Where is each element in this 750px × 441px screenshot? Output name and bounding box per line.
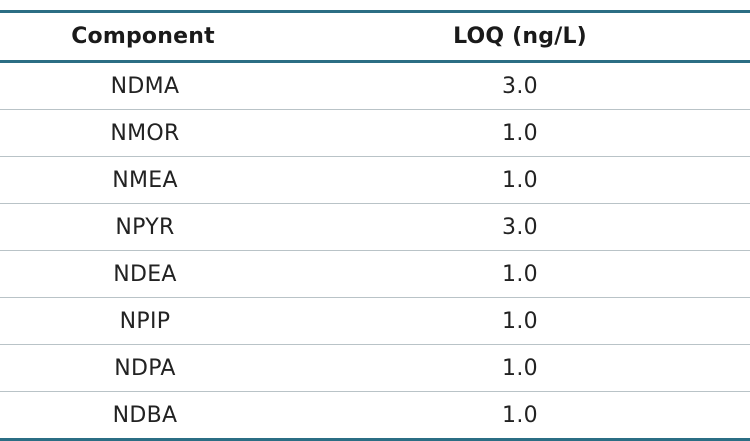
- table-row: NPYR 3.0: [0, 204, 750, 251]
- loq-table: Component LOQ (ng/L) NDMA 3.0 NMOR 1.0 N…: [0, 10, 750, 441]
- loq-cell: 1.0: [502, 261, 538, 287]
- loq-cell: 1.0: [502, 355, 538, 381]
- loq-cell: 1.0: [502, 120, 538, 146]
- component-cell: NPIP: [119, 308, 171, 334]
- column-header-component: Component: [71, 24, 215, 49]
- table-row: NMOR 1.0: [0, 110, 750, 157]
- component-cell: NPYR: [115, 214, 175, 240]
- component-cell: NDBA: [112, 402, 178, 428]
- component-cell: NDEA: [113, 261, 177, 287]
- table-body: NDMA 3.0 NMOR 1.0 NMEA 1.0 NPYR 3.0 NDEA…: [0, 62, 750, 440]
- table-row: NDBA 1.0: [0, 392, 750, 440]
- component-cell: NDMA: [110, 73, 180, 99]
- component-cell: NMEA: [112, 167, 178, 193]
- table-row: NDMA 3.0: [0, 62, 750, 110]
- header-row: Component LOQ (ng/L): [0, 11, 750, 62]
- loq-cell: 3.0: [502, 73, 538, 99]
- table-row: NMEA 1.0: [0, 157, 750, 204]
- table-row: NDEA 1.0: [0, 251, 750, 298]
- table-header: Component LOQ (ng/L): [0, 11, 750, 62]
- table-row: NPIP 1.0: [0, 298, 750, 345]
- loq-cell: 1.0: [502, 402, 538, 428]
- table-row: NDPA 1.0: [0, 345, 750, 392]
- column-header-loq: LOQ (ng/L): [453, 24, 587, 49]
- component-cell: NMOR: [110, 120, 180, 146]
- component-cell: NDPA: [114, 355, 176, 381]
- loq-table-container: Component LOQ (ng/L) NDMA 3.0 NMOR 1.0 N…: [0, 10, 750, 441]
- loq-cell: 3.0: [502, 214, 538, 240]
- loq-cell: 1.0: [502, 167, 538, 193]
- loq-cell: 1.0: [502, 308, 538, 334]
